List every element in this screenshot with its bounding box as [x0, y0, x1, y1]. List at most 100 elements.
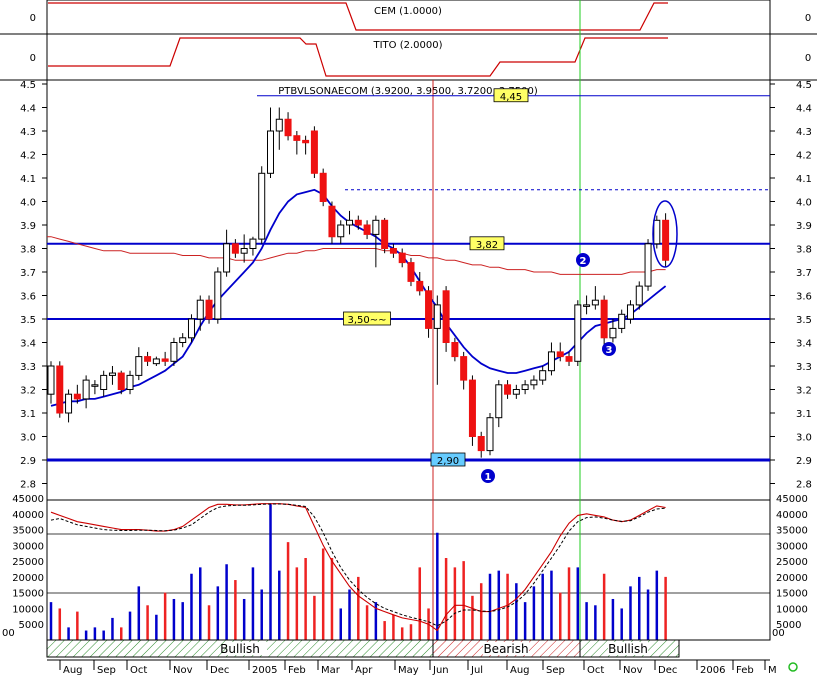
level-label: 2,90 — [437, 456, 459, 467]
level-label: 3,82 — [476, 240, 498, 251]
candle-body — [547, 351, 555, 372]
candle-body — [319, 172, 327, 203]
price-tick-right: 4.5 — [796, 80, 812, 91]
candle-body — [328, 205, 336, 238]
price-tick-left: 4.5 — [20, 80, 36, 91]
volume-tick-left: 30000 — [12, 541, 44, 552]
price-tick-right: 2.9 — [796, 456, 812, 467]
candle-body — [591, 299, 599, 306]
month-label: M — [768, 665, 777, 676]
volume-tick-right: 15000 — [776, 589, 808, 600]
marker-circle — [602, 342, 616, 356]
volume-tick-right: 45000 — [776, 494, 808, 505]
tito-panel — [46, 33, 771, 81]
level-label-box — [493, 88, 529, 103]
candle-body — [381, 219, 389, 250]
candle-body — [530, 379, 538, 386]
candle-body — [293, 135, 301, 141]
price-tick-left: 3.3 — [20, 362, 36, 373]
price-tick-right: 4.2 — [796, 151, 812, 162]
candle-body — [161, 358, 169, 362]
price-tick-right: 4.0 — [796, 198, 812, 209]
month-label: 2005 — [252, 665, 277, 676]
candle-body — [363, 224, 371, 235]
candle-body — [223, 243, 231, 273]
marker-circle — [576, 253, 590, 267]
volume-tick-left: 10000 — [12, 604, 44, 615]
volume-tick-left: 45000 — [12, 494, 44, 505]
candle-body — [249, 238, 257, 250]
volume-tick-right: 25000 — [776, 557, 808, 568]
price-tick-left: 4.4 — [20, 104, 36, 115]
cem-panel — [46, 0, 771, 35]
candle-body — [47, 365, 55, 395]
month-label: 2006 — [700, 665, 725, 676]
month-label: Nov — [623, 665, 643, 676]
candle-body — [152, 358, 160, 365]
candle-body — [196, 299, 204, 320]
price-tick-left: 4.1 — [20, 174, 36, 185]
candle-body — [275, 118, 283, 132]
phase-label-1: Bullish — [220, 642, 260, 656]
price-tick-left: 3.9 — [20, 221, 36, 232]
candle-body — [337, 224, 345, 238]
tito-title: TITO (2.0000) — [372, 40, 442, 51]
candle-body — [486, 417, 494, 452]
marker-label: 1 — [485, 472, 492, 483]
candle-body — [635, 285, 643, 306]
price-tick-left: 3.5 — [20, 315, 36, 326]
candle-body — [512, 389, 520, 395]
price-tick-left: 3.7 — [20, 268, 36, 279]
month-label: Nov — [173, 665, 193, 676]
vol-tick-right-trunc: 00 — [772, 628, 785, 639]
candle-body — [618, 313, 626, 329]
candle-body — [460, 356, 468, 381]
candle-body — [91, 384, 99, 387]
price-tick-left: 2.8 — [20, 480, 36, 491]
phase-label-2: Bearish — [483, 642, 528, 656]
candle-body — [653, 219, 661, 245]
volume-tick-left: 40000 — [12, 510, 44, 521]
tito-tick-right: 0 — [805, 53, 811, 64]
price-tick-right: 4.4 — [796, 104, 812, 115]
candle-body — [644, 243, 652, 287]
volume-tick-right: 40000 — [776, 510, 808, 521]
candle-body — [609, 327, 617, 339]
candle-body — [539, 370, 547, 381]
price-tick-left: 4.3 — [20, 127, 36, 138]
price-tick-right: 3.7 — [796, 268, 812, 279]
candle-body — [302, 139, 310, 144]
tito-line — [48, 37, 668, 77]
price-tick-left: 3.6 — [20, 292, 36, 303]
candle-body — [214, 271, 222, 320]
month-label: Mar — [321, 665, 341, 676]
marker-label: 2 — [580, 256, 587, 267]
month-label: Oct — [130, 665, 147, 676]
volume-tick-left: 35000 — [12, 526, 44, 537]
month-label: Dec — [210, 665, 229, 676]
candle-body — [267, 130, 274, 174]
price-tick-right: 2.8 — [796, 480, 812, 491]
candle-body — [346, 219, 354, 226]
candle-body — [187, 318, 195, 339]
month-label: Jul — [470, 665, 483, 676]
status-indicator-icon — [788, 662, 798, 672]
candle-body — [398, 252, 406, 264]
candle-body — [126, 374, 134, 390]
stochastic-k-line — [50, 503, 666, 632]
price-tick-right: 4.3 — [796, 127, 812, 138]
month-label: Feb — [736, 665, 754, 676]
candle-body — [451, 342, 459, 358]
month-label: May — [398, 665, 419, 676]
candle-body — [179, 337, 187, 343]
volume-tick-left: 20000 — [12, 573, 44, 584]
price-tick-right: 3.0 — [796, 433, 812, 444]
volume-tick-right: 5000 — [776, 620, 801, 631]
level-label-box — [343, 311, 391, 326]
month-label: Aug — [63, 665, 83, 676]
candle-body — [354, 219, 362, 226]
price-tick-left: 3.4 — [20, 339, 36, 350]
level-label-box — [430, 452, 466, 467]
price-tick-left: 2.9 — [20, 456, 36, 467]
